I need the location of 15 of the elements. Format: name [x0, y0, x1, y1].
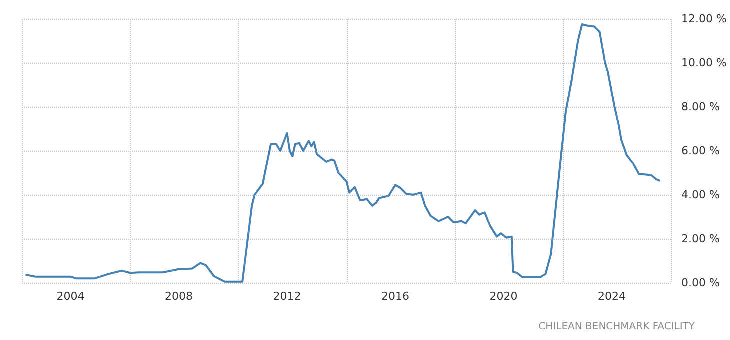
y-tick-label: 4.00 % — [682, 188, 720, 202]
y-tick-label: 6.00 % — [682, 144, 720, 158]
x-tick-label: 2008 — [164, 290, 193, 303]
y-tick-label: 2.00 % — [682, 232, 720, 246]
line-series — [26, 24, 660, 283]
x-tick-label: 2024 — [598, 290, 626, 303]
y-tick-label: 8.00 % — [682, 100, 720, 114]
text: CHILEAN BENCHMARK FACILITY — [538, 322, 696, 332]
x-tick-label: 2016 — [381, 290, 410, 303]
x-tick-label: 2004 — [56, 290, 85, 303]
y-tick-label: 10.00 % — [682, 56, 728, 70]
y-tick-label: 12.00 % — [682, 12, 728, 26]
y-tick-label: 0.00 % — [682, 276, 720, 290]
x-tick-label: 2012 — [273, 290, 302, 303]
x-tick-label: 2020 — [490, 290, 518, 303]
